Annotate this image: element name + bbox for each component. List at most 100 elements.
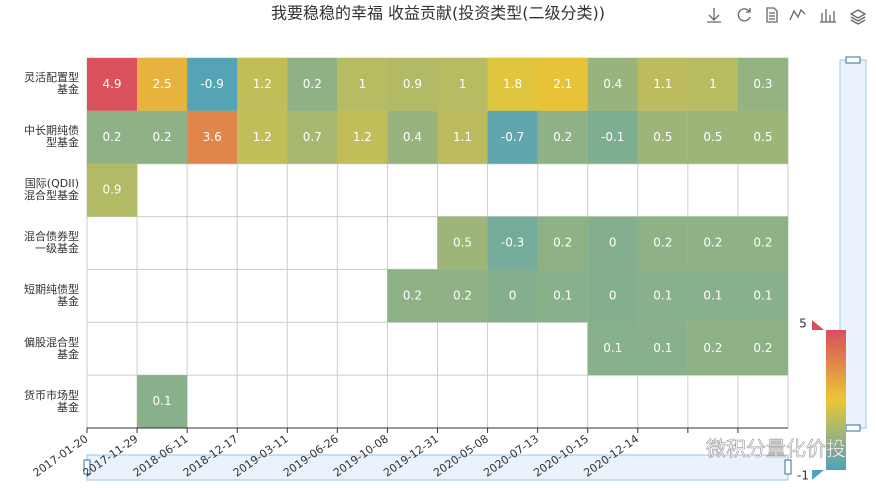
cell-label: 3.6 — [203, 130, 222, 144]
cell-label: 1 — [459, 77, 467, 91]
cell-label: 0 — [609, 288, 617, 302]
y-tick-label: 短期纯债型基金 — [24, 282, 79, 308]
line-icon[interactable] — [789, 8, 806, 21]
restore-icon[interactable] — [737, 8, 751, 22]
cell-label: 0.1 — [603, 341, 622, 355]
heat-cell — [387, 110, 438, 164]
cell-label: 4.9 — [102, 77, 121, 91]
cell-label: 0.2 — [653, 236, 672, 250]
toolbox[interactable] — [707, 7, 867, 25]
cell-label: 0.2 — [153, 130, 172, 144]
cell-label: 0.2 — [553, 130, 572, 144]
cell-label: 0.5 — [753, 130, 772, 144]
heat-cell — [287, 58, 338, 111]
heat-cell — [437, 269, 488, 323]
cell-label: 0.3 — [753, 77, 772, 91]
cell-label: 2.5 — [153, 77, 172, 91]
heat-cell — [687, 269, 738, 323]
slider-handle[interactable] — [845, 424, 861, 432]
cell-label: -0.9 — [200, 77, 223, 91]
cell-label: 0.2 — [453, 288, 472, 302]
heat-cell — [587, 269, 638, 323]
cell-label: 0.1 — [153, 394, 172, 408]
heat-cell — [587, 216, 638, 270]
heat-cell — [87, 163, 138, 217]
heat-cell — [537, 110, 588, 164]
cell-label: 0.7 — [303, 130, 322, 144]
y-tick-label: 混合债券型一级基金 — [24, 230, 79, 255]
heat-cell — [637, 58, 688, 111]
cell-label: 0.2 — [703, 341, 722, 355]
y-tick-label: 偏股混合型基金 — [24, 335, 79, 361]
cell-label: 0.5 — [453, 236, 472, 250]
heat-cell — [687, 110, 738, 164]
heat-cell — [687, 58, 738, 111]
heat-cell — [487, 58, 538, 111]
visual-map-handle — [812, 470, 824, 480]
slider-handle[interactable] — [845, 56, 861, 64]
bar-icon[interactable] — [820, 9, 836, 23]
x-slider[interactable] — [83, 454, 792, 481]
heat-cell — [587, 110, 638, 164]
cell-label: -0.7 — [501, 130, 524, 144]
heat-cell — [237, 110, 288, 164]
stack-icon[interactable] — [849, 9, 867, 25]
heat-cell — [587, 322, 638, 376]
heat-cell — [137, 110, 188, 164]
heat-cell — [637, 322, 688, 376]
heat-cell — [287, 110, 338, 164]
cell-label: 1.1 — [453, 130, 472, 144]
cell-label: 0.2 — [102, 130, 121, 144]
heat-cell — [737, 269, 788, 323]
cell-label: 0.5 — [703, 130, 722, 144]
heat-cell — [387, 58, 438, 111]
data-view-icon[interactable] — [766, 7, 778, 23]
heat-cell — [537, 58, 588, 111]
cell-label: 0.2 — [753, 236, 772, 250]
heat-cell — [637, 216, 688, 270]
cell-label: 1.1 — [653, 77, 672, 91]
heat-cell — [237, 58, 288, 111]
cell-label: 1.2 — [253, 77, 272, 91]
x-tick-label: 2017-01-20 — [31, 432, 91, 479]
cell-label: -0.3 — [501, 236, 524, 250]
heat-cell — [187, 110, 238, 164]
y-tick-label: 中长期纯债型基金 — [24, 124, 79, 150]
cell-label: 0 — [509, 288, 517, 302]
heat-cell — [337, 110, 388, 164]
save-icon[interactable] — [707, 8, 721, 23]
y-tick-label: 国际(QDII)混合型基金 — [24, 177, 79, 203]
cell-label: 0.4 — [403, 130, 422, 144]
heat-cell — [737, 322, 788, 376]
slider-handle[interactable] — [83, 459, 91, 475]
cell-label: 1 — [709, 77, 717, 91]
heat-cell — [137, 58, 188, 111]
heat-cell — [137, 375, 188, 428]
cell-label: 0.1 — [653, 341, 672, 355]
cell-label: 0.2 — [303, 77, 322, 91]
cell-label: 0.4 — [603, 77, 622, 91]
cell-label: 0.5 — [653, 130, 672, 144]
cell-label: 0.9 — [403, 77, 422, 91]
y-tick-label: 灵活配置型基金 — [24, 71, 79, 97]
cell-label: 1.2 — [253, 130, 272, 144]
heat-cell — [487, 216, 538, 270]
chart-title: 我要稳稳的幸福 收益贡献(投资类型(二级分类)) — [271, 4, 605, 23]
cell-label: 0.1 — [553, 288, 572, 302]
heat-cell — [737, 216, 788, 270]
cell-label: 0.9 — [102, 183, 121, 197]
cell-label: 0.1 — [703, 288, 722, 302]
cell-label: 1.2 — [353, 130, 372, 144]
cell-label: 0.2 — [703, 236, 722, 250]
cell-label: 1.8 — [503, 77, 522, 91]
heat-cell — [687, 216, 738, 270]
cell-label: 0.2 — [753, 341, 772, 355]
cell-label: 0.1 — [753, 288, 772, 302]
slider-handle[interactable] — [784, 459, 792, 475]
heat-cell — [87, 58, 138, 111]
heat-cell — [737, 58, 788, 111]
heat-cell — [587, 58, 638, 111]
heat-cell — [487, 110, 538, 164]
